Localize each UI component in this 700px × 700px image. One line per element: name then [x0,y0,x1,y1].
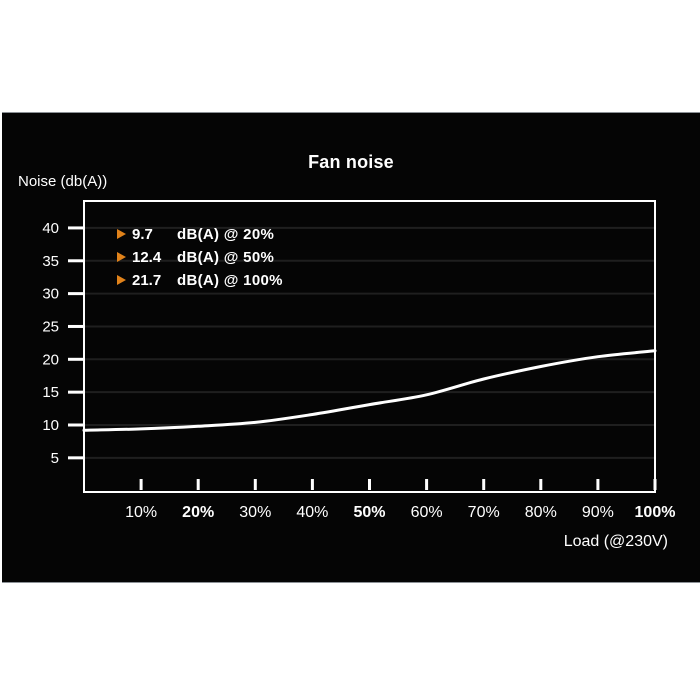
legend-label: dB(A) @ 50% [177,248,275,266]
chart-legend: 9.7 dB(A) @ 20% 12.4 dB(A) @ 50% 21.7 dB… [117,225,283,289]
triangle-marker-icon [117,252,126,262]
y-tick-label: 30 [42,286,59,303]
legend-item: 12.4 dB(A) @ 50% [117,248,283,266]
x-tick-label: 100% [635,504,676,521]
legend-item: 9.7 dB(A) @ 20% [117,225,283,243]
card-top-edge [2,112,700,113]
y-tick-label: 40 [42,220,59,237]
x-tick-label: 20% [182,504,214,521]
x-tick-label: 40% [296,504,328,521]
y-tick-label: 5 [51,450,59,467]
y-axis-title: Noise (db(A)) [18,173,108,190]
y-tick-label: 10 [42,417,59,434]
plot-border [83,200,656,493]
legend-value: 9.7 [132,225,153,243]
x-tick-label: 90% [582,504,614,521]
chart-title: Fan noise [308,152,394,172]
x-tick-label: 30% [239,504,271,521]
triangle-marker-icon [117,229,126,239]
legend-label: dB(A) @ 20% [177,225,275,243]
legend-value: 21.7 [132,271,162,289]
fan-noise-chart: 5 10 15 20 25 30 35 40 10% 20% 30% 40% 50% 60% 70% 80% 9… [42,200,676,521]
card-bottom-edge [2,582,700,583]
legend-value: 12.4 [132,248,162,266]
legend-item: 21.7 dB(A) @ 100% [117,271,283,289]
fan-noise-card: Fan noise Noise (db(A)) 5 10 15 20 25 30 35 40 1… [2,112,700,583]
x-tick-label: 70% [468,504,500,521]
triangle-marker-icon [117,275,126,285]
noise-curve [82,349,657,432]
x-axis-title: Load (@230V) [563,533,668,550]
y-tick-label: 20 [42,351,59,368]
x-tick-label: 50% [353,504,385,521]
x-tick-label: 80% [525,504,557,521]
y-tick-label: 25 [42,318,59,335]
y-tick-label: 15 [42,384,59,401]
legend-label: dB(A) @ 100% [177,271,283,289]
x-tick-label: 60% [411,504,443,521]
y-tick-label: 35 [42,253,59,270]
x-tick-label: 10% [125,504,157,521]
